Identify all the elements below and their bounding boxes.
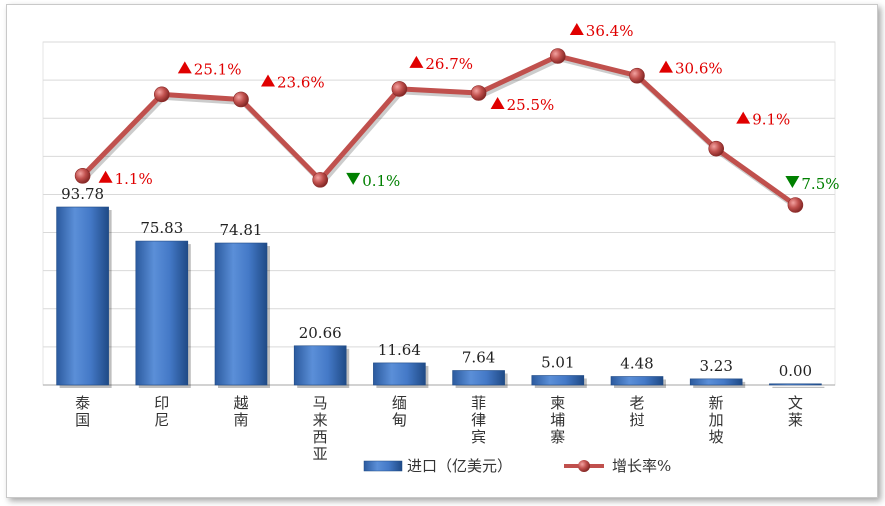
down-triangle-icon [785,176,800,188]
legend-item-bar: 进口（亿美元） [363,455,512,476]
grid-lines [43,41,835,386]
line-series [74,48,804,213]
bar [293,345,347,386]
line-point [74,168,91,184]
legend-item-line: 增长率% [562,455,671,476]
line-point [470,85,487,101]
up-triangle-icon [490,96,505,109]
line-value-label: 9.1% [752,111,790,129]
category-label: 马来西亚 [312,394,328,463]
line-point [233,91,249,108]
line-value-label: 23.6% [277,73,325,91]
category-label: 越南 [233,394,249,429]
bar [214,242,268,386]
bar [769,383,822,386]
bar [452,370,505,386]
line-value-labels: 1.1% 25.1% 23.6% 0.1% 26.7% 25.5% 36.4% 30.6% 9.… [98,22,840,193]
legend-bar-label: 进口（亿美元） [407,457,513,475]
category-label: 新加坡 [708,394,724,446]
up-triangle-icon [736,111,751,124]
bar [373,362,426,386]
bar-value-label: 3.23 [699,357,732,375]
category-label: 柬埔寨 [550,394,566,446]
category-label: 老挝 [629,394,645,429]
up-triangle-icon [569,23,584,35]
bar-value-label: 93.78 [61,185,104,203]
bar-value-labels: 93.78 75.83 74.81 20.66 11.64 7.64 5.01 4.48 3.2… [61,185,812,380]
line-point [312,172,329,188]
line-point [629,67,645,84]
category-label: 文莱 [787,394,803,429]
line-point [391,81,408,97]
bar-value-label: 11.64 [378,341,421,359]
category-label: 菲律宾 [471,394,487,446]
category-label: 缅甸 [391,394,407,429]
up-triangle-icon [177,61,192,74]
category-label: 印尼 [154,394,170,429]
legend-line-swatch [564,459,604,472]
bar-value-label: 5.01 [541,353,574,371]
category-label: 泰国 [75,394,91,429]
bar-shadow [772,386,825,388]
bar [689,378,743,386]
bar [56,206,109,386]
up-triangle-icon [659,60,673,73]
line-point [708,140,725,157]
bar-value-label: 20.66 [299,324,342,342]
up-triangle-icon [409,55,424,68]
bar-value-label: 4.48 [620,354,653,372]
line-value-label: 36.4% [586,22,634,40]
bar [610,376,664,386]
bar [531,375,585,386]
up-triangle-icon [261,74,275,87]
line-point [787,197,804,213]
line-value-label: 25.5% [507,96,555,114]
line-value-label: 1.1% [115,170,153,188]
bar-value-label: 7.64 [462,348,495,366]
bar-value-label: 0.00 [779,362,812,380]
line-point [549,48,566,64]
bar-value-label: 74.81 [220,221,263,239]
line-value-label: 7.5% [801,175,839,193]
bar-series [56,206,825,388]
line-path [80,53,797,208]
line-point [154,86,170,103]
legend-line-label: 增长率% [612,457,672,475]
down-triangle-icon [346,172,361,185]
line-value-label: 26.7% [425,55,473,73]
up-triangle-icon [98,170,113,183]
bar-value-label: 75.83 [140,219,183,237]
bar [135,240,189,386]
line-value-label: 0.1% [362,172,400,190]
line-value-label: 25.1% [194,60,242,78]
line-value-label: 30.6% [675,60,723,78]
legend-bar-swatch [363,460,403,471]
